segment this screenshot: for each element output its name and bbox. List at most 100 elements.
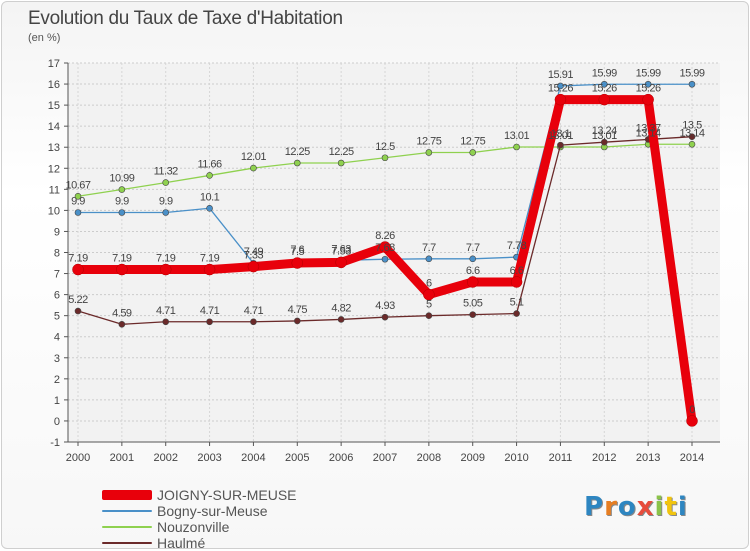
data-point: [203, 263, 216, 276]
data-label: 0: [689, 404, 695, 416]
data-label: 12.75: [416, 135, 441, 147]
data-point: [554, 93, 567, 106]
legend-label: Nouzonville: [157, 519, 230, 535]
data-point: [469, 149, 477, 156]
data-point: [379, 241, 391, 253]
data-point: [513, 143, 520, 151]
data-label: 7.19: [156, 253, 176, 265]
data-label: 7.6: [290, 244, 304, 256]
data-point: [510, 276, 523, 288]
data-point: [688, 140, 696, 148]
data-label: 13.37: [636, 122, 661, 134]
logo-letter: i: [677, 492, 688, 522]
logo-letter: r: [604, 492, 618, 522]
data-point: [247, 260, 260, 273]
data-label: 8.26: [375, 230, 395, 242]
x-tick-label: 2004: [241, 452, 265, 464]
data-label: 13.01: [548, 130, 573, 142]
data-point: [425, 255, 433, 263]
data-point: [513, 310, 520, 317]
data-point: [598, 93, 611, 106]
x-tick-label: 2002: [153, 452, 177, 464]
data-label: 15.26: [548, 83, 573, 95]
data-label: 15.26: [636, 83, 661, 95]
data-label: 9.9: [71, 195, 85, 207]
data-point: [688, 133, 696, 140]
data-point: [381, 313, 389, 321]
x-tick-label: 2001: [110, 452, 134, 464]
y-tick-label: 10: [48, 205, 60, 217]
legend-label: Haulmé: [157, 535, 206, 551]
y-tick-label: 5: [54, 311, 60, 323]
data-label: 7.19: [68, 253, 88, 265]
data-label: 4.71: [244, 305, 264, 317]
data-label: 11.32: [154, 166, 179, 178]
data-label: 5.22: [68, 294, 88, 306]
data-point: [335, 256, 347, 269]
data-label: 6.6: [466, 265, 480, 277]
data-label: 12.5: [375, 141, 395, 153]
data-point: [74, 307, 82, 315]
logo-letter: o: [617, 492, 637, 522]
x-tick-label: 2005: [285, 452, 309, 464]
data-label: 7.63: [331, 243, 351, 255]
data-label: 13.24: [592, 125, 617, 137]
data-point: [557, 82, 564, 90]
data-label: 13.5: [682, 120, 702, 132]
data-point: [74, 192, 82, 200]
logo-letter: x: [636, 492, 655, 522]
data-point: [250, 164, 257, 172]
x-tick-label: 2008: [417, 452, 441, 464]
data-point: [425, 312, 433, 319]
data-label: 4.75: [288, 304, 308, 316]
data-label: 15.99: [679, 67, 704, 79]
chart-subtitle: (en %): [28, 32, 61, 44]
y-tick-label: 6: [54, 290, 60, 302]
data-point: [118, 320, 126, 328]
y-tick-label: 9: [54, 226, 60, 238]
data-point: [159, 263, 172, 276]
data-label: 13.14: [636, 127, 661, 139]
data-label: 7.49: [244, 246, 264, 258]
data-point: [162, 179, 170, 186]
data-label: 7.68: [375, 242, 395, 254]
data-point: [118, 186, 126, 193]
y-tick-label: -1: [50, 437, 60, 449]
logo-letter: t: [664, 492, 678, 522]
data-label: 4.71: [200, 305, 220, 317]
data-point: [466, 276, 479, 288]
data-point: [425, 149, 433, 156]
legend-swatch: [102, 542, 152, 544]
data-label: 7.19: [200, 253, 220, 265]
data-label: 7.7: [466, 242, 480, 254]
y-tick-label: 17: [48, 58, 60, 70]
legend-label: JOIGNY-SUR-MEUSE: [157, 487, 297, 503]
x-tick-label: 2000: [66, 452, 90, 464]
data-label: 7.5: [290, 246, 304, 258]
x-tick-label: 2014: [680, 452, 704, 464]
data-label: 6: [426, 278, 432, 290]
data-label: 10.1: [200, 191, 220, 203]
data-label: 5.1: [510, 297, 524, 309]
y-tick-label: 0: [54, 416, 60, 428]
data-label: 12.01: [241, 151, 266, 163]
logo-letter: P: [584, 492, 605, 522]
data-label: 13.14: [679, 127, 704, 139]
legend-label: Bogny-sur-Meuse: [157, 503, 268, 519]
data-point: [644, 80, 652, 88]
data-label: 4.82: [331, 302, 351, 314]
data-point: [600, 138, 608, 146]
data-point: [469, 311, 477, 318]
data-label: 4.59: [112, 307, 132, 319]
data-point: [423, 288, 435, 301]
y-tick-label: 2: [54, 374, 60, 386]
x-tick-label: 2013: [636, 452, 660, 464]
data-label: 7.78: [507, 240, 527, 252]
data-point: [642, 93, 654, 106]
data-point: [74, 209, 82, 216]
data-label: 4.71: [156, 305, 176, 317]
data-label: 12.25: [285, 146, 310, 158]
data-point: [557, 141, 564, 149]
y-tick-label: 4: [54, 332, 60, 344]
